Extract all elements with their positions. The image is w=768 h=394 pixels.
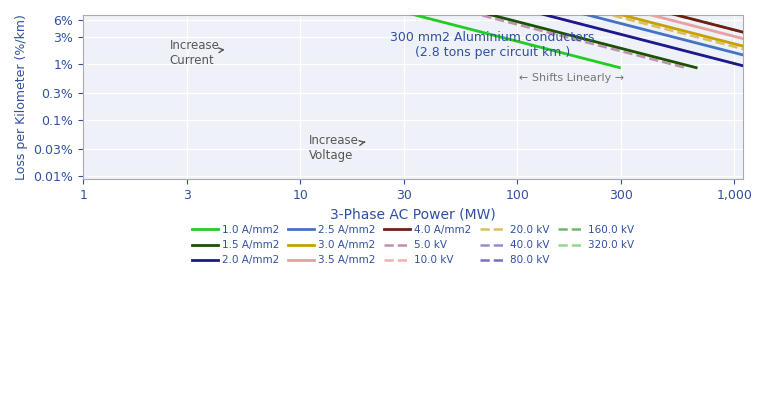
Text: ← Shifts Linearly →: ← Shifts Linearly → [519, 73, 624, 83]
Text: Increase
Voltage: Increase Voltage [310, 134, 365, 162]
Legend: 1.0 A/mm2, 1.5 A/mm2, 2.0 A/mm2, 2.5 A/mm2, 3.0 A/mm2, 3.5 A/mm2, 4.0 A/mm2, 5.0: 1.0 A/mm2, 1.5 A/mm2, 2.0 A/mm2, 2.5 A/m… [188, 221, 638, 269]
Text: Increase
Current: Increase Current [170, 39, 223, 67]
Y-axis label: Loss per Kilometer (%/km): Loss per Kilometer (%/km) [15, 14, 28, 180]
X-axis label: 3-Phase AC Power (MW): 3-Phase AC Power (MW) [330, 208, 496, 222]
Text: 300 mm2 Aluminium conductors
(2.8 tons per circuit km ): 300 mm2 Aluminium conductors (2.8 tons p… [390, 32, 594, 59]
